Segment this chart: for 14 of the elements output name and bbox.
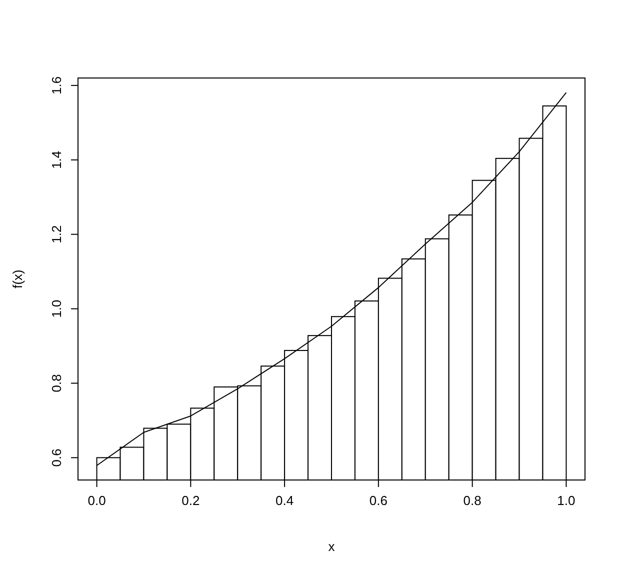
- x-tick-label: 0.8: [463, 493, 482, 508]
- y-tick-label: 1.2: [49, 225, 64, 244]
- y-tick-label: 1.0: [49, 300, 64, 318]
- x-tick-label: 0.4: [276, 493, 294, 508]
- y-tick-label: 0.8: [49, 374, 64, 392]
- y-tick-label: 1.4: [49, 150, 64, 169]
- y-tick-label: 1.6: [49, 76, 64, 94]
- y-tick-label: 0.6: [49, 448, 64, 467]
- x-tick-label: 0.6: [369, 493, 388, 508]
- x-tick-label: 0.2: [182, 493, 200, 508]
- x-tick-label: 1.0: [557, 493, 576, 508]
- y-axis-title: f(x): [10, 270, 25, 288]
- x-axis-title: x: [328, 539, 336, 554]
- x-tick-label: 0.0: [88, 493, 106, 508]
